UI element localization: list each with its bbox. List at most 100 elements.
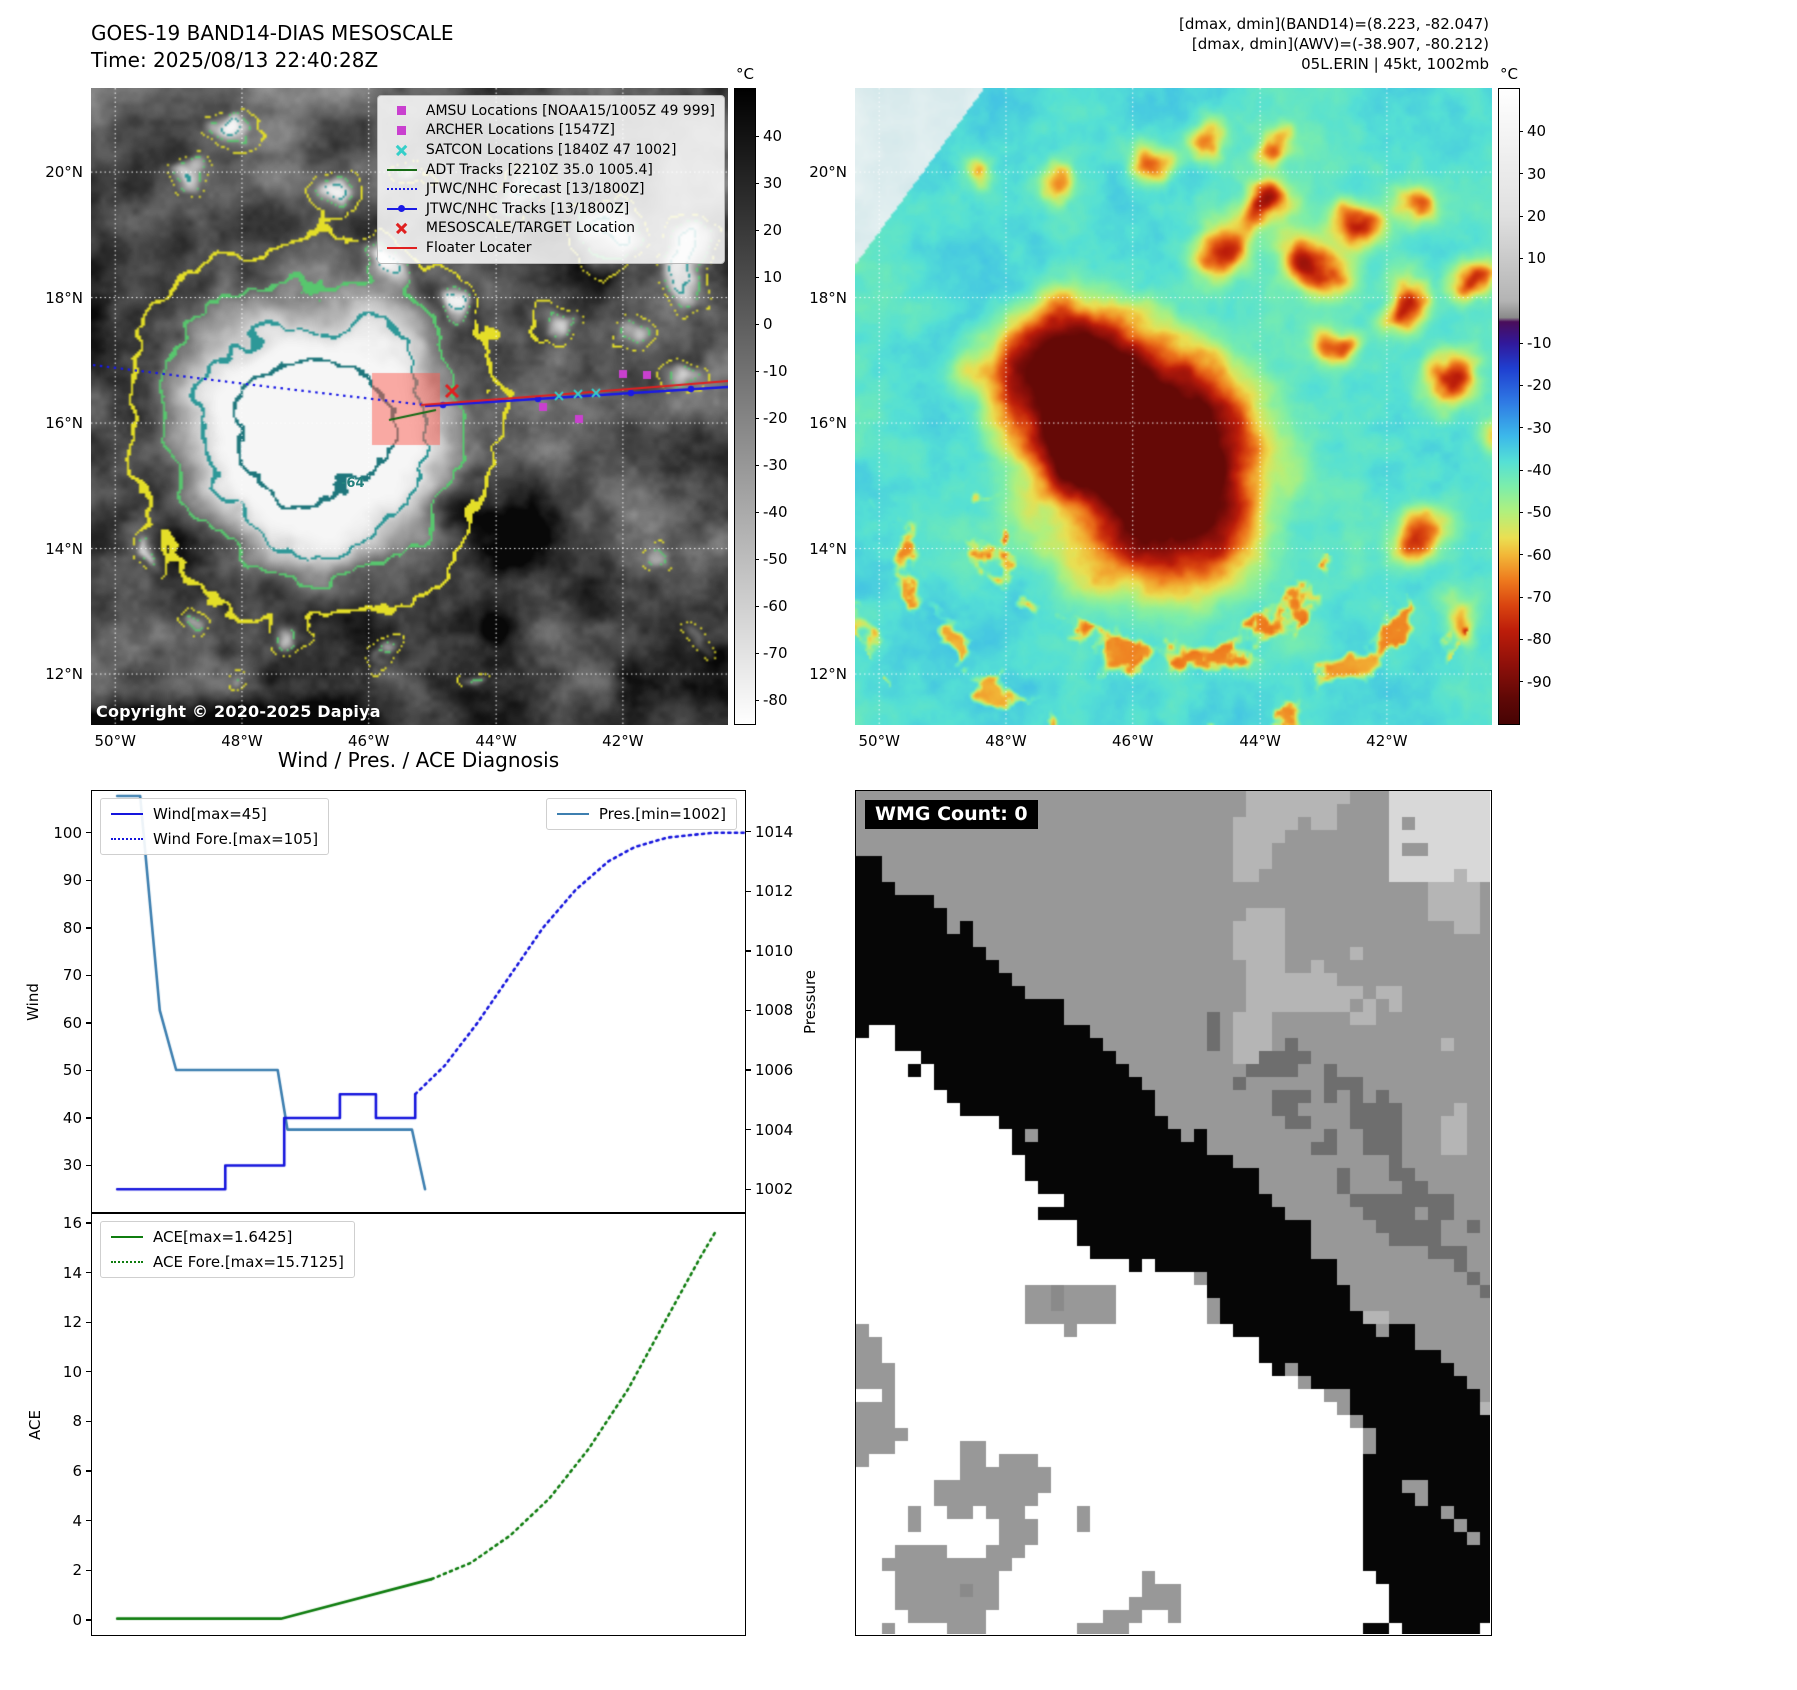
lon-label: 46°W	[1112, 732, 1154, 750]
lon-label: 42°W	[1366, 732, 1408, 750]
colorbar-tick-label: -70	[1527, 588, 1552, 606]
y-tick-mark	[86, 1371, 91, 1373]
lon-label: 46°W	[348, 732, 390, 750]
y-tick-mark	[746, 950, 751, 952]
y-tick-label: 1014	[755, 822, 794, 841]
copyright-text: Copyright © 2020-2025 Dapiya	[96, 702, 381, 721]
y-tick-label: 14	[62, 1263, 82, 1282]
colorbar-tick-mark	[755, 323, 759, 325]
storm-info-block: [dmax, dmin](BAND14)=(8.223, -82.047) [d…	[900, 14, 1489, 74]
colorbar-tick-mark	[755, 464, 759, 466]
y-tick-label: 60	[62, 1013, 82, 1032]
y-tick-label: 40	[62, 1108, 82, 1127]
legend-line-sample	[111, 838, 143, 840]
y-tick-mark	[86, 927, 91, 929]
ace-legend: ACE[max=1.6425] ACE Fore.[max=15.7125]	[100, 1221, 355, 1278]
colorbar-tick-mark	[755, 652, 759, 654]
y-tick-label: 6	[72, 1462, 82, 1481]
legend-item: Floater Locater	[386, 238, 715, 258]
ace-plot-canvas	[91, 1213, 746, 1636]
colorbar-tick-label: -20	[763, 409, 788, 428]
y-tick-mark	[746, 1188, 751, 1190]
y-tick-label: 100	[53, 823, 82, 842]
y-tick-label: 1004	[755, 1120, 794, 1139]
colorbar-tick-mark	[755, 417, 759, 419]
band14-legend: AMSU Locations [NOAA15/1005Z 49 999] ARCH…	[376, 95, 725, 264]
colorbar-tick-label: -80	[763, 691, 788, 710]
y-tick-label: 4	[72, 1511, 82, 1530]
colorbar-tick-label: -40	[1527, 461, 1552, 479]
colorbar-tick-mark	[755, 135, 759, 137]
colorbar-tick-label: -10	[763, 362, 788, 381]
lat-label: 18°N	[45, 288, 83, 307]
y-tick-mark	[86, 1117, 91, 1119]
wind-pressure-plot-canvas	[91, 790, 746, 1213]
y-tick-label: 10	[62, 1362, 82, 1381]
ace-axis-label: ACE	[26, 1409, 44, 1440]
legend-item-label: ACE[max=1.6425]	[153, 1228, 293, 1246]
colorbar-tick-mark	[1519, 173, 1523, 175]
y-tick-label: 8	[72, 1412, 82, 1431]
colorbar-tick-mark	[1519, 554, 1523, 556]
y-tick-label: 30	[62, 1156, 82, 1175]
lon-label: 42°W	[602, 732, 644, 750]
y-tick-label: 70	[62, 966, 82, 985]
legend-item-label: SATCON Locations [1840Z 47 1002]	[425, 141, 677, 158]
band14-title: GOES-19 BAND14-DIAS MESOSCALE	[91, 21, 454, 45]
colorbar-tick-mark	[755, 605, 759, 607]
colorbar-tick-label: 30	[1527, 164, 1547, 183]
legend-item: Pres.[min=1002]	[556, 805, 726, 823]
y-tick-mark	[746, 1009, 751, 1012]
enhanced-ir-map: 20°N 18°N 16°N 14°N 12°N 50°W 48°W 46°W 44°W 42°W	[809, 88, 1492, 750]
colorbar-tick-mark	[755, 229, 759, 231]
colorbar-tick-mark	[1519, 342, 1523, 344]
legend-item: ACE[max=1.6425]	[111, 1228, 344, 1246]
legend-item: AMSU Locations [NOAA15/1005Z 49 999]	[387, 101, 715, 121]
colorbar-tick-label: 30	[763, 174, 783, 193]
legend-item-label: Pres.[min=1002]	[598, 805, 726, 823]
lat-label: 12°N	[809, 665, 847, 684]
y-tick-label: 1008	[755, 1001, 794, 1020]
colorbar-tick-mark	[755, 511, 759, 513]
lat-label: 12°N	[45, 665, 83, 684]
pressure-legend: Pres.[min=1002]	[545, 798, 737, 830]
legend-item-label: AMSU Locations [NOAA15/1005Z 49 999]	[425, 102, 715, 119]
y-tick-label: 50	[62, 1061, 82, 1080]
diagnosis-title: Wind / Pres. / ACE Diagnosis	[277, 748, 560, 772]
legend-line-sample	[556, 813, 589, 815]
legend-marker-line-dot	[386, 202, 417, 216]
square-marker-icon	[397, 125, 407, 135]
lat-label: 14°N	[45, 539, 83, 558]
wmg-image	[856, 791, 1490, 1634]
y-tick-mark	[746, 890, 751, 892]
lon-label: 48°W	[221, 732, 263, 750]
colorbar-tick-label: -20	[1527, 376, 1552, 395]
y-tick-mark	[86, 1222, 91, 1224]
enhanced-colorbar: °C 40 30 20 10 -10 -20 -30 -40 -50 -60 -70 -80 -90	[1498, 65, 1552, 725]
colorbar-tick-mark	[755, 558, 759, 560]
y-tick-label: 0	[72, 1610, 82, 1629]
legend-item-label: JTWC/NHC Forecast [13/1800Z]	[425, 181, 645, 198]
y-tick-mark	[86, 1619, 91, 1621]
y-tick-label: 1002	[755, 1180, 794, 1199]
legend-item-label: ARCHER Locations [1547Z]	[425, 122, 615, 139]
legend-marker-square	[387, 123, 417, 137]
dot-marker-icon	[398, 205, 406, 213]
colorbar-tick-mark	[1519, 384, 1523, 386]
x-marker-icon	[396, 144, 407, 155]
enhanced-colorbar-unit: °C	[1500, 65, 1518, 83]
colorbar-tick-label: 0	[763, 315, 773, 334]
y-tick-label: 16	[62, 1213, 82, 1232]
lon-label: 48°W	[985, 732, 1027, 750]
colorbar-tick-mark	[1519, 638, 1523, 640]
line-sample	[386, 168, 417, 171]
y-tick-mark	[86, 1022, 91, 1024]
legend-item: JTWC/NHC Forecast [13/1800Z]	[386, 179, 715, 199]
colorbar-tick-label: 20	[1527, 207, 1547, 225]
y-tick-label: 90	[62, 871, 82, 890]
legend-marker-line	[386, 241, 417, 255]
info-storm-id: 05L.ERIN | 45kt, 1002mb	[1301, 55, 1489, 73]
legend-item-label: Wind Fore.[max=105]	[153, 830, 319, 848]
colorbar-tick-mark	[1519, 130, 1523, 132]
